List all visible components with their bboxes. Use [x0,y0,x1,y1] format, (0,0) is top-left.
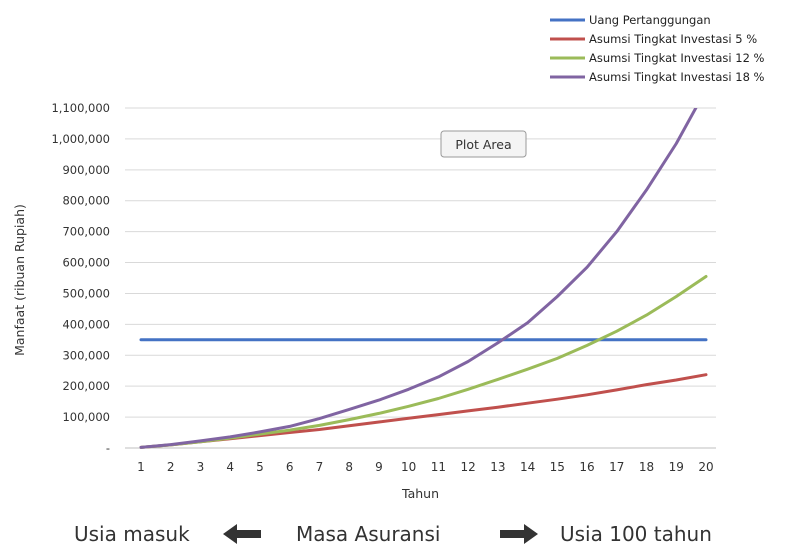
plot-area-box [440,130,527,158]
y-tick-label: 400,000 [62,317,110,331]
axes: - 100,000 200,000 300,000 400,000 500,000 600,… [12,101,716,501]
x-tick-label: 8 [345,460,353,474]
arrow-left-icon [223,524,261,544]
footer-left-label: Usia masuk [74,522,190,546]
x-tick-label: 20 [698,460,713,474]
series-line-3 [139,275,708,449]
y-tick-label: 700,000 [62,225,110,239]
x-tick-label: 10 [401,460,416,474]
footer-bar: Usia masuk Masa Asuransi Usia 100 tahun [0,518,786,548]
y-tick-label: 1,100,000 [51,101,110,115]
x-tick-label: 17 [609,460,624,474]
x-tick-label: 16 [579,460,594,474]
legend: Uang Pertanggungan Asumsi Tingkat Investa… [550,13,765,84]
x-tick-label: 14 [520,460,535,474]
legend-label-3: Asumsi Tingkat Investasi 12 % [589,51,765,65]
y-tick-label: 600,000 [62,256,110,270]
x-tick-label: 18 [639,460,654,474]
x-tick-label: 5 [256,460,264,474]
x-tick-label: 12 [460,460,475,474]
legend-label-2: Asumsi Tingkat Investasi 5 % [589,32,757,46]
y-tick-label: 300,000 [62,348,110,362]
plot-area-label: Plot Area [455,137,511,152]
x-tick-label: 2 [167,460,175,474]
annotations: Plot Area [440,130,527,158]
y-tick-label: 1,000,000 [51,132,110,146]
y-tick-label: 500,000 [62,286,110,300]
arrow-right-icon [500,524,538,544]
x-axis-title: Tahun [401,486,439,501]
x-tick-label: 7 [316,460,324,474]
y-tick-label: - [106,441,110,455]
series-line-4 [139,108,698,449]
x-tick-label: 11 [431,460,446,474]
x-tick-label: 9 [375,460,383,474]
x-tick-label: 19 [669,460,684,474]
x-tick-label: 1 [137,460,145,474]
series-lines [139,108,708,449]
legend-label-4: Asumsi Tingkat Investasi 18 % [589,70,765,84]
footer-right-label: Usia 100 tahun [560,522,712,546]
x-tick-label: 6 [286,460,294,474]
y-tick-label: 900,000 [62,163,110,177]
x-tick-label: 3 [197,460,205,474]
x-tick-label: 4 [226,460,234,474]
y-axis-title: Manfaat (ribuan Rupiah) [12,204,27,356]
y-tick-label: 200,000 [62,379,110,393]
y-tick-label: 800,000 [62,194,110,208]
gridlines [125,107,716,418]
x-tick-label: 13 [490,460,505,474]
legend-label-1: Uang Pertanggungan [589,13,711,27]
x-tick-label: 15 [550,460,565,474]
footer-center-label: Masa Asuransi [296,522,441,546]
y-tick-label: 100,000 [62,410,110,424]
